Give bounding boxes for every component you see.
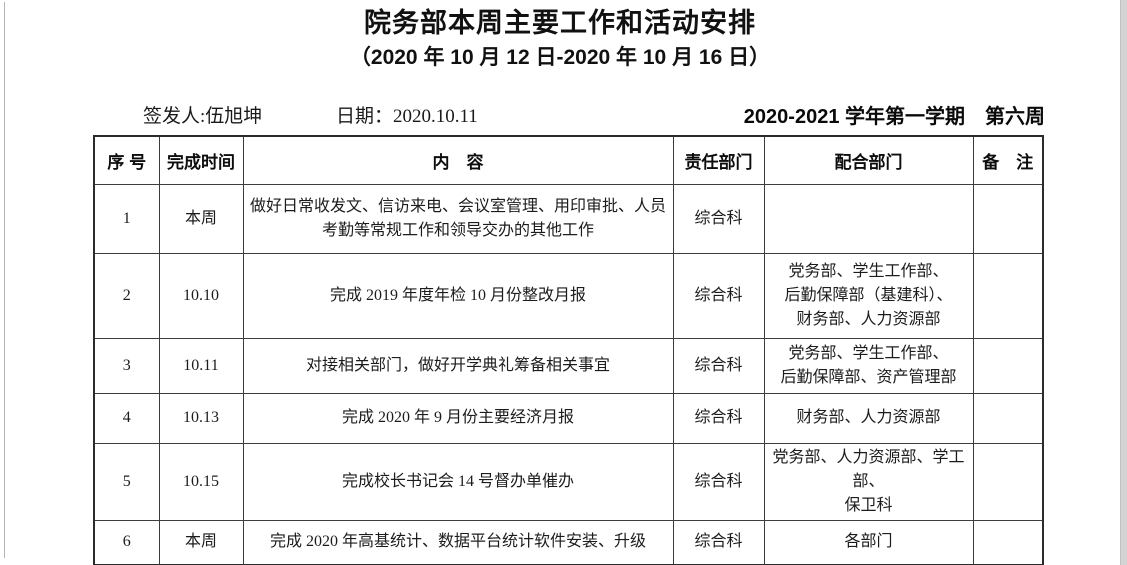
cell-content: 做好日常收发文、信访来电、会议室管理、用印审批、人员 考勤等常规工作和领导交办的… [242, 183, 674, 254]
table-row: 4 10.13 完成 2020 年 9 月份主要经济月报 综合科 财务部、人力资… [93, 392, 1044, 444]
cell-note [972, 337, 1044, 394]
cell-content: 完成 2019 年度年检 10 月份整改月报 [242, 252, 674, 339]
cell-coop: 财务部、人力资源部 [763, 392, 974, 444]
cell-note [972, 183, 1044, 254]
cell-note [972, 519, 1044, 565]
table-row: 5 10.15 完成校长书记会 14 号督办单催办 综合科 党务部、人力资源部、… [93, 442, 1044, 521]
cell-time: 10.10 [158, 252, 244, 339]
cell-coop [763, 183, 974, 254]
cell-time: 10.13 [158, 392, 244, 444]
cell-dept: 综合科 [672, 183, 765, 254]
cell-note [972, 392, 1044, 444]
header-time: 完成时间 [158, 135, 244, 185]
cell-coop: 党务部、学生工作部、 后勤保障部（基建科）、 财务部、人力资源部 [763, 252, 974, 339]
table-row: 1 本周 做好日常收发文、信访来电、会议室管理、用印审批、人员 考勤等常规工作和… [93, 183, 1044, 254]
cell-no: 1 [93, 183, 160, 254]
cell-content: 对接相关部门，做好开学典礼筹备相关事宜 [242, 337, 674, 394]
cell-time: 本周 [158, 519, 244, 565]
cell-time: 本周 [158, 183, 244, 254]
cell-dept: 综合科 [672, 252, 765, 339]
cell-coop: 党务部、人力资源部、学工部、 保卫科 [763, 442, 974, 521]
header-note: 备 注 [972, 135, 1044, 185]
page-subtitle: （2020 年 10 月 12 日-2020 年 10 月 16 日） [349, 46, 771, 69]
cell-time: 10.11 [158, 337, 244, 394]
right-gutter [1120, 0, 1127, 565]
page-title: 院务部本周主要工作和活动安排 [364, 8, 756, 38]
cell-no: 4 [93, 392, 160, 444]
header-content: 内 容 [242, 135, 674, 185]
cell-no: 3 [93, 337, 160, 394]
cell-dept: 综合科 [672, 392, 765, 444]
table-row: 6 本周 完成 2020 年高基统计、数据平台统计软件安装、升级 综合科 各部门 [93, 519, 1044, 565]
page-edge-line [4, 2, 5, 558]
cell-content: 完成 2020 年高基统计、数据平台统计软件安装、升级 [242, 519, 674, 565]
header-no: 序 号 [93, 135, 160, 185]
cell-content: 完成校长书记会 14 号督办单催办 [242, 442, 674, 521]
issuer-label: 签发人:伍旭坤 [143, 106, 263, 127]
table-row: 2 10.10 完成 2019 年度年检 10 月份整改月报 综合科 党务部、学… [93, 252, 1044, 339]
info-row: 签发人:伍旭坤 日期：2020.10.11 2020-2021 学年第一学期 第… [0, 104, 1127, 130]
cell-coop: 各部门 [763, 519, 974, 565]
cell-note [972, 252, 1044, 339]
cell-no: 5 [93, 442, 160, 521]
header-dept: 责任部门 [672, 135, 765, 185]
table-header-row: 序 号 完成时间 内 容 责任部门 配合部门 备 注 [93, 135, 1044, 185]
cell-note [972, 442, 1044, 521]
issue-date-label: 日期：2020.10.11 [336, 106, 478, 127]
work-schedule-table: 序 号 完成时间 内 容 责任部门 配合部门 备 注 1 本周 做好日常收发文、… [93, 135, 1044, 565]
cell-dept: 综合科 [672, 519, 765, 565]
cell-coop: 党务部、学生工作部、 后勤保障部、资产管理部 [763, 337, 974, 394]
header-coop: 配合部门 [763, 135, 974, 185]
cell-dept: 综合科 [672, 442, 765, 521]
cell-no: 6 [93, 519, 160, 565]
cell-no: 2 [93, 252, 160, 339]
cell-time: 10.15 [158, 442, 244, 521]
semester-week-label: 2020-2021 学年第一学期 第六周 [743, 106, 1045, 128]
cell-dept: 综合科 [672, 337, 765, 394]
table-row: 3 10.11 对接相关部门，做好开学典礼筹备相关事宜 综合科 党务部、学生工作… [93, 337, 1044, 394]
cell-content: 完成 2020 年 9 月份主要经济月报 [242, 392, 674, 444]
